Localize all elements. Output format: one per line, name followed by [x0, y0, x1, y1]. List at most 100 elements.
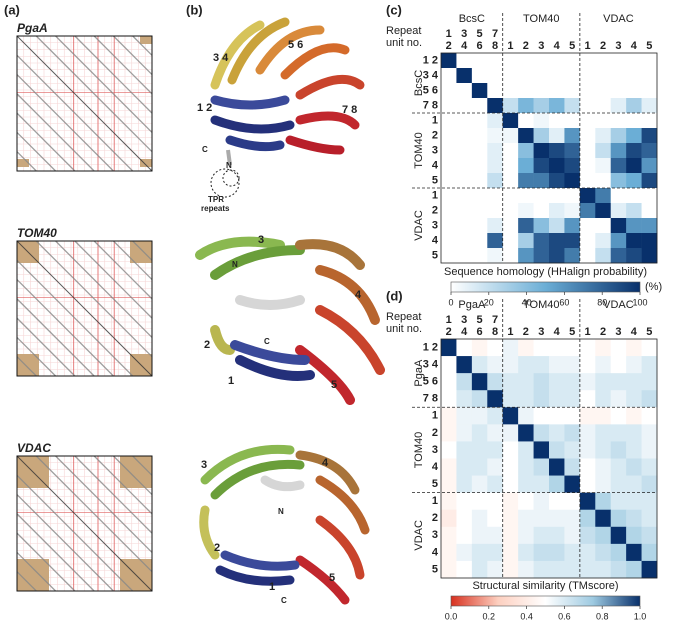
row-label: 3 — [432, 219, 438, 231]
colorbar-label: Sequence homology (HHalign probability) — [444, 266, 647, 278]
col-label: 3 — [615, 326, 621, 338]
diagonal — [16, 112, 76, 172]
heatmap-cell — [471, 458, 488, 476]
heatmap-cell — [641, 98, 658, 114]
corner-block — [140, 159, 152, 167]
strand — [295, 74, 365, 100]
heatmap-cell — [441, 158, 457, 174]
heatmap-cell — [564, 407, 581, 425]
repeat-label: 4 — [355, 289, 362, 301]
heatmap-cell — [595, 492, 612, 511]
heatmap-cell — [471, 441, 488, 459]
heatmap-cell — [595, 339, 612, 357]
heatmap-cell — [518, 248, 534, 264]
heatmap-cell — [595, 173, 612, 189]
heatmap-cell — [533, 339, 550, 357]
heatmap-cell — [518, 509, 534, 528]
heatmap-cell — [518, 143, 534, 159]
group-label: TOM40 — [413, 132, 425, 168]
heatmap-cell — [626, 98, 642, 114]
dot-plot — [16, 455, 153, 592]
heatmap-cell — [626, 526, 642, 545]
heatmap-cell — [502, 441, 519, 459]
row-label: 7 8 — [423, 393, 438, 405]
heatmap-cell — [626, 492, 642, 511]
heatmap-cell — [579, 98, 596, 114]
diagonal — [16, 571, 37, 592]
plot-title: PgaA — [17, 21, 48, 35]
heatmap-cell — [487, 373, 504, 391]
heatmap-cell — [518, 390, 534, 408]
group-label: TOM40 — [413, 432, 425, 468]
col-label: 1 — [446, 314, 452, 326]
strand — [295, 555, 350, 605]
heatmap-cell — [626, 218, 642, 234]
heatmap-cell — [533, 113, 550, 129]
heatmap-cell — [471, 543, 488, 562]
col-label: 4 — [631, 326, 638, 338]
group-label: TOM40 — [523, 299, 559, 311]
heatmap-cell — [626, 113, 642, 129]
heatmap-cell — [595, 53, 612, 69]
heatmap-cell — [610, 424, 627, 442]
heatmap-cell — [610, 113, 627, 129]
colorbar-tick-label: 20 — [484, 297, 494, 307]
heatmap-cell — [456, 441, 473, 459]
heatmap-cell — [641, 560, 658, 579]
colorbar-label: Structural similarity (TMscore) — [472, 580, 618, 592]
heatmap-cell — [487, 509, 504, 528]
heatmap-cell — [549, 233, 565, 249]
strand — [315, 515, 365, 580]
col-label: 6 — [477, 326, 483, 338]
diagonal — [16, 317, 76, 377]
row-label: 2 — [432, 204, 438, 216]
heatmap-cell — [564, 509, 581, 528]
heatmap-cell — [533, 458, 550, 476]
strand — [255, 25, 325, 75]
heatmap-cell — [441, 68, 457, 84]
terminus-label: C — [281, 596, 287, 605]
heatmap-cell — [487, 218, 504, 234]
col-label: 5 — [477, 28, 483, 40]
repeat-label: 1 — [228, 375, 234, 387]
heatmap-cell — [641, 390, 658, 408]
heatmap-cell — [502, 173, 519, 189]
heatmap-cell — [549, 188, 565, 204]
heatmap-cell — [533, 407, 550, 425]
heatmap-cell — [487, 339, 504, 357]
diagonal — [93, 455, 153, 515]
heatmap-cell — [626, 248, 642, 264]
heatmap-cell — [579, 339, 596, 357]
heatmap-cell — [502, 248, 519, 264]
diagonal — [74, 35, 153, 114]
diagonal — [16, 131, 57, 172]
diagonal — [16, 298, 95, 377]
heatmap-cell — [471, 560, 488, 579]
repeat-label: 5 — [329, 572, 335, 584]
diagonal — [16, 240, 153, 377]
heatmap-cell — [579, 373, 596, 391]
heatmap-cell — [441, 458, 457, 476]
heatmap-cell — [518, 83, 534, 99]
corner-block — [120, 456, 152, 488]
strand — [235, 355, 315, 381]
row-label: 5 — [432, 249, 438, 261]
heatmap-cell — [579, 458, 596, 476]
heatmap-cell — [595, 68, 612, 84]
strand — [295, 111, 360, 130]
heatmap-cell — [595, 407, 612, 425]
heatmap-cell — [518, 113, 534, 129]
heatmap-cell — [533, 248, 550, 264]
col-label: 4 — [631, 40, 638, 52]
colorbar — [450, 281, 641, 293]
heatmap-cell — [441, 526, 457, 545]
heatmap-cell — [456, 390, 473, 408]
heatmap-cell — [441, 356, 457, 374]
diagonal — [35, 455, 153, 573]
heatmap-cell — [441, 373, 457, 391]
group-label: TOM40 — [523, 13, 559, 25]
heatmap-cell — [595, 390, 612, 408]
heatmap-cell — [579, 390, 596, 408]
strand — [315, 475, 370, 535]
corner-label: unit no. — [386, 323, 422, 335]
